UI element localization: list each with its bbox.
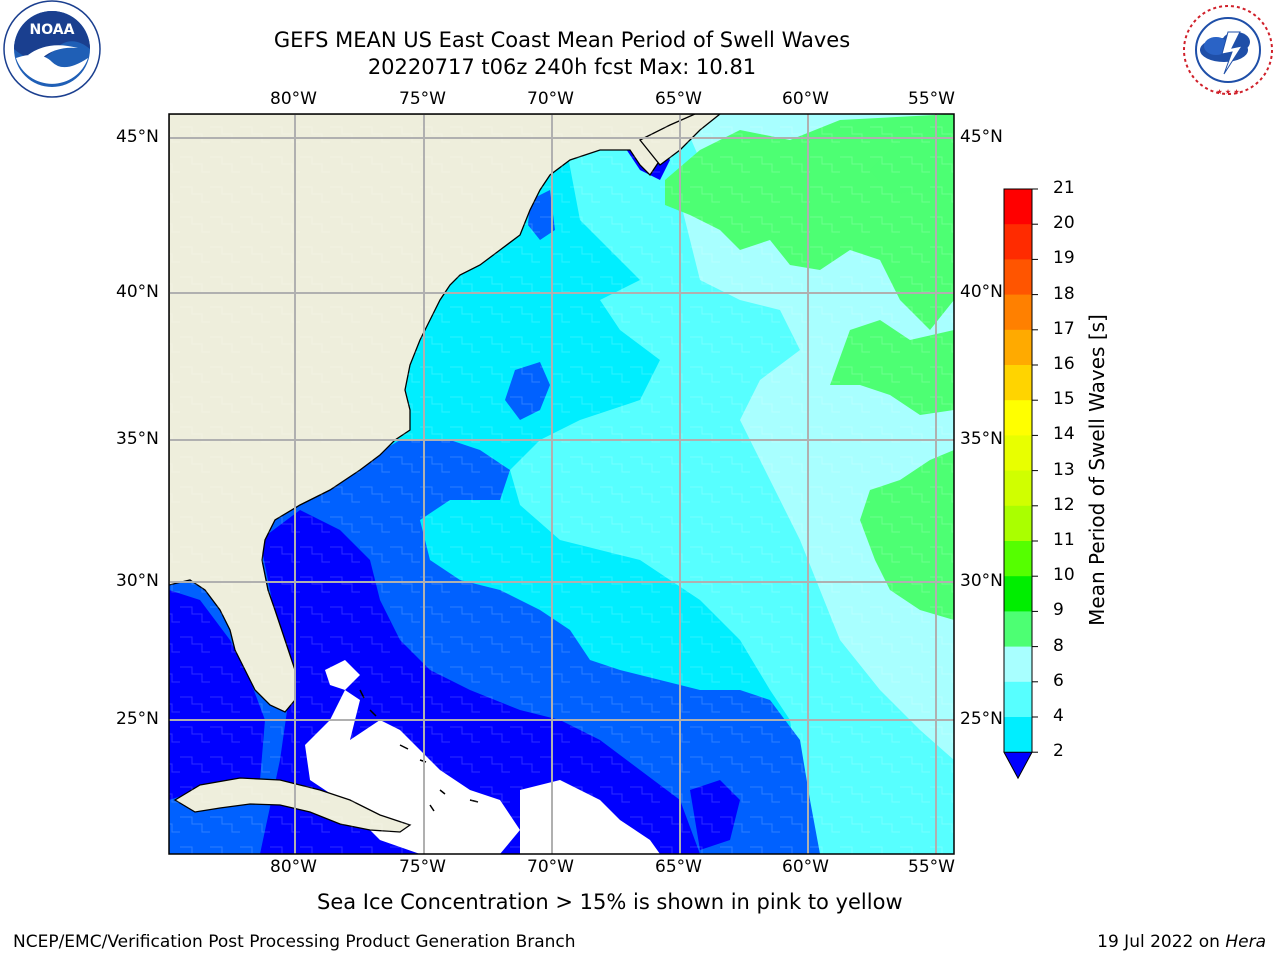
colorbar-tick-label: 20 xyxy=(1053,213,1075,234)
colorbar-segment xyxy=(1004,259,1032,296)
lon-label-top-80w: 80°W xyxy=(270,89,317,109)
colorbar-tick-label: 6 xyxy=(1053,670,1064,691)
map-title: GEFS MEAN US East Coast Mean Period of S… xyxy=(273,28,851,52)
colorbar-tick-label: 8 xyxy=(1053,635,1064,656)
lat-label-left-35n: 35°N xyxy=(116,429,159,449)
lon-label-top-65w: 65°W xyxy=(655,89,702,109)
colorbar-tick-label: 19 xyxy=(1053,248,1075,269)
colorbar-tick-label: 11 xyxy=(1053,530,1075,550)
footer-date: 19 Jul 2022 on Hera xyxy=(1097,932,1266,952)
colorbar-segment xyxy=(1004,646,1032,683)
noaa-logo-text: NOAA xyxy=(30,22,75,38)
colorbar-tick-label: 2 xyxy=(1053,741,1064,762)
lat-label-right-30n: 30°N xyxy=(960,571,1003,591)
lat-label-right-35n: 35°N xyxy=(960,429,1003,449)
nws-logo-icon: ★ ★ ★ xyxy=(1182,4,1274,96)
map-grid xyxy=(169,114,954,854)
footer-credit: NCEP/EMC/Verification Post Processing Pr… xyxy=(13,932,576,952)
colorbar-tick-label: 13 xyxy=(1053,459,1075,480)
lon-label-top-70w: 70°W xyxy=(527,89,574,109)
map-frame xyxy=(168,113,955,855)
colorbar-segment xyxy=(1004,717,1032,753)
colorbar-segment xyxy=(1004,681,1032,718)
colorbar-under-arrow xyxy=(1003,751,1033,780)
colorbar-segment xyxy=(1004,541,1032,577)
colorbar-tick-label: 14 xyxy=(1053,424,1075,445)
lon-label-top-60w: 60°W xyxy=(782,89,829,109)
colorbar-segment xyxy=(1004,611,1032,648)
footer-date-text: 19 Jul 2022 on xyxy=(1097,932,1226,952)
lat-label-right-25n: 25°N xyxy=(960,709,1003,729)
lon-label-bottom-75w: 75°W xyxy=(399,857,446,877)
colorbar-tick-label: 21 xyxy=(1053,178,1075,198)
colorbar-segment xyxy=(1004,576,1032,612)
lon-label-bottom-70w: 70°W xyxy=(527,857,574,877)
colorbar-title: Mean Period of Swell Waves [s] xyxy=(1085,314,1109,626)
colorbar-segment xyxy=(1004,505,1032,542)
colorbar-tick-label: 17 xyxy=(1053,318,1075,339)
lon-label-top-75w: 75°W xyxy=(399,89,446,109)
sea-ice-note: Sea Ice Concentration > 15% is shown in … xyxy=(317,890,903,914)
colorbar-segment xyxy=(1004,435,1032,472)
noaa-logo-icon: NOAA xyxy=(3,0,101,98)
colorbar-segment xyxy=(1004,189,1032,225)
colorbar-tick-label: 4 xyxy=(1053,706,1064,726)
lon-label-bottom-55w: 55°W xyxy=(908,857,955,877)
colorbar-segment xyxy=(1004,365,1032,401)
colorbar-tick-label: 12 xyxy=(1053,494,1075,515)
colorbar xyxy=(1003,188,1038,780)
lat-label-right-40n: 40°N xyxy=(960,282,1003,302)
lat-label-right-45n: 45°N xyxy=(960,127,1003,147)
colorbar-segment xyxy=(1004,470,1032,507)
lon-label-bottom-60w: 60°W xyxy=(782,857,829,877)
colorbar-segment xyxy=(1004,329,1032,366)
lat-label-left-40n: 40°N xyxy=(116,282,159,302)
svg-text:★ ★ ★: ★ ★ ★ xyxy=(1216,88,1239,96)
footer-machine: Hera xyxy=(1225,932,1266,952)
lon-label-bottom-65w: 65°W xyxy=(655,857,702,877)
map-subtitle: 20220717 t06z 240h fcst Max: 10.81 xyxy=(367,55,757,79)
lon-label-top-55w: 55°W xyxy=(908,89,955,109)
lat-label-left-30n: 30°N xyxy=(116,571,159,591)
colorbar-segment xyxy=(1004,400,1032,436)
colorbar-tick-label: 10 xyxy=(1053,565,1075,586)
colorbar-tick-label: 16 xyxy=(1053,354,1075,374)
lat-label-left-25n: 25°N xyxy=(116,709,159,729)
colorbar-tick-label: 9 xyxy=(1053,600,1064,621)
colorbar-tick-label: 18 xyxy=(1053,283,1075,304)
colorbar-tick-label: 15 xyxy=(1053,389,1075,410)
colorbar-segment xyxy=(1004,294,1032,331)
colorbar-segment xyxy=(1004,224,1032,260)
lat-label-left-45n: 45°N xyxy=(116,127,159,147)
lon-label-bottom-80w: 80°W xyxy=(270,857,317,877)
